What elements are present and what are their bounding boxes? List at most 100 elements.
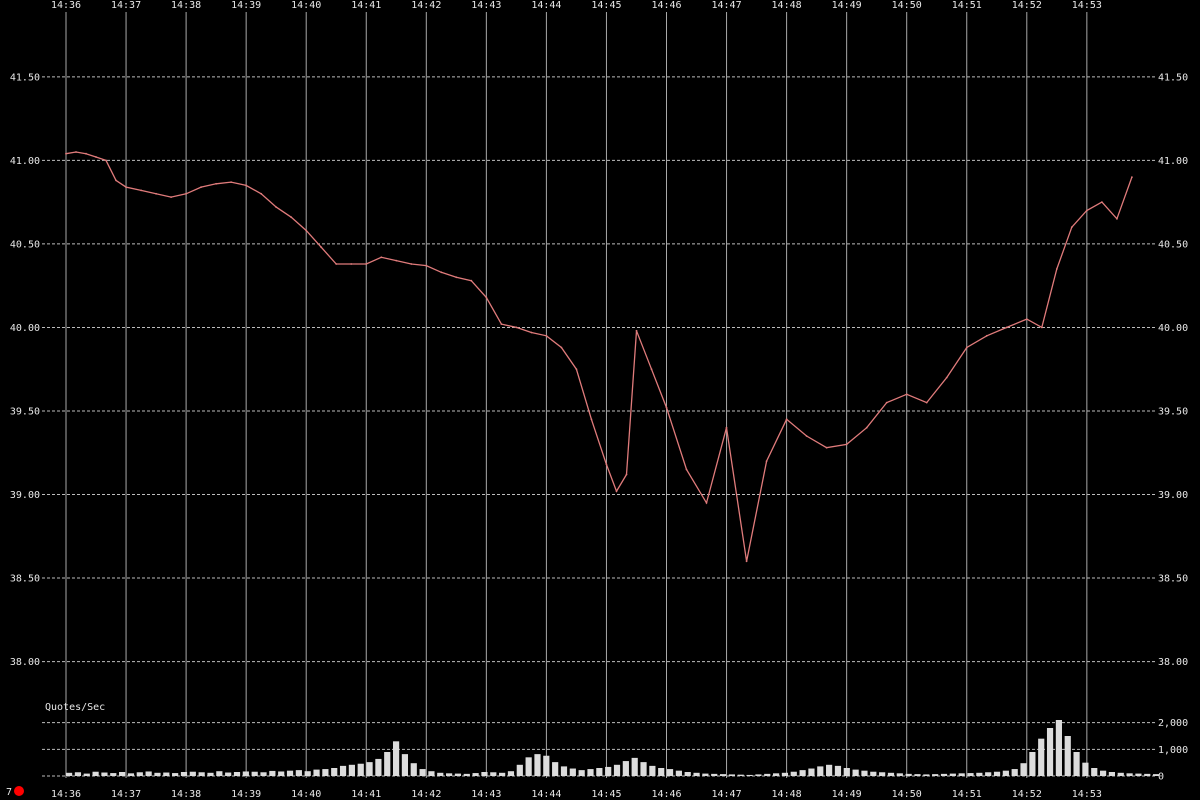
price-tick-label-right: 39.50 [1158,406,1188,417]
price-point [725,426,728,429]
quotes-bar [225,772,232,776]
quotes-bar [613,764,621,776]
price-point [485,296,488,299]
quotes-bar [675,770,682,776]
quotes-bar [233,772,241,776]
quotes-bar [560,766,568,776]
quotes-bar [596,768,603,776]
price-point [305,229,308,232]
quotes-bar [180,772,188,776]
quotes-bar [940,773,948,776]
price-tick-label-left: 39.00 [10,490,40,501]
price-point [905,393,908,396]
quotes-bar [976,772,983,776]
price-point [1005,326,1008,329]
quotes-bar [834,765,842,776]
price-point [785,418,788,421]
price-tick-label-right: 38.00 [1158,657,1188,668]
quotes-bar [437,772,444,776]
quotes-bar [702,773,709,776]
quotes-bar [914,774,921,776]
quotes-bar [92,771,99,776]
quotes-bar [905,773,912,776]
time-tick-label-bottom: 14:45 [591,789,621,800]
quotes-bar [640,762,647,776]
time-tick-label-top: 14:41 [351,0,381,11]
status-indicator-label: 7 [6,787,13,798]
quotes-bar [242,771,249,776]
price-point [170,196,173,199]
price-point [560,346,563,349]
quotes-bar [83,773,90,776]
price-point [705,502,708,504]
price-point [260,192,263,195]
price-tick-label-right: 41.50 [1158,72,1188,83]
price-point [395,259,398,262]
time-tick-label-top: 14:45 [591,0,621,11]
quotes-bar [887,772,895,776]
price-point [545,334,548,337]
time-tick-label-bottom: 14:42 [411,789,441,800]
price-point [965,346,968,349]
quotes-bar [932,774,939,776]
quotes-bar [119,772,126,776]
price-point [155,192,158,195]
time-tick-label-bottom: 14:53 [1072,789,1102,800]
price-point [105,159,107,162]
price-point [455,276,458,279]
price-point [1116,217,1118,220]
time-tick-label-bottom: 14:39 [231,789,261,800]
quotes-bar [295,770,302,776]
quotes-bar [357,763,364,776]
quotes-bar [728,774,735,776]
quotes-bar [348,764,355,776]
time-tick-label-top: 14:42 [411,0,441,11]
price-point [625,473,628,476]
time-tick-label-bottom: 14:40 [291,789,321,800]
quotes-bar [392,741,400,776]
quotes-bar [1108,772,1116,776]
time-tick-label-top: 14:43 [471,0,501,11]
quotes-bar [781,772,789,776]
price-point [1070,226,1073,229]
price-point [605,463,608,466]
quotes-bar [366,762,373,776]
quotes-bar [136,772,143,776]
quotes-bar [993,771,1001,776]
price-tick-label-right: 40.00 [1158,323,1188,334]
time-tick-label-bottom: 14:52 [1012,789,1042,800]
time-tick-label-bottom: 14:41 [351,789,381,800]
quotes-bar [1046,728,1054,776]
time-tick-label-bottom: 14:47 [711,789,741,800]
price-point [275,206,278,209]
quotes-bar [755,774,762,776]
price-point [245,184,248,187]
time-tick-label-bottom: 14:49 [832,789,862,800]
quotes-bar [852,769,859,776]
quotes-bar [693,772,700,776]
quotes-bar [949,773,956,776]
price-point [500,323,503,325]
price-point [215,182,218,185]
quotes-bar [375,758,382,776]
quotes-bar [543,755,550,776]
quotes-bar [410,763,417,776]
quotes-bar [1038,738,1045,776]
price-point [1085,209,1088,212]
price-point [350,263,353,265]
quotes-bar [163,772,170,776]
quotes-bar [817,766,824,776]
price-point [865,426,868,429]
quotes-bar [1082,762,1089,776]
quotes-bar [826,764,833,776]
price-point [805,435,808,437]
price-point [515,326,518,329]
price-tick-label-left: 41.00 [10,156,40,167]
price-point [1040,326,1043,329]
quotes-bar [304,771,311,776]
time-tick-label-top: 14:50 [892,0,922,11]
quotes-bar [189,771,196,776]
quotes-bar [684,772,691,776]
quotes-bar [1064,736,1071,776]
